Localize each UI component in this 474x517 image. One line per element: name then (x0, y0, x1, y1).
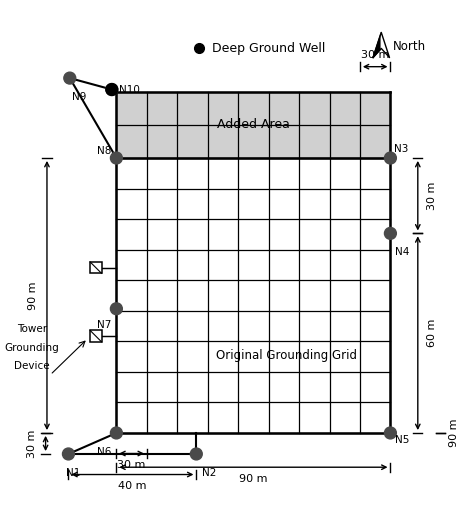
Text: N4: N4 (395, 247, 410, 257)
Text: 40 m: 40 m (118, 481, 146, 491)
Text: N8: N8 (98, 146, 112, 156)
Bar (90, 330, 101, 342)
Text: 90 m: 90 m (449, 419, 459, 447)
Text: 60 m: 60 m (427, 319, 437, 347)
Text: 30 m: 30 m (361, 50, 389, 60)
Text: Added Area: Added Area (217, 118, 290, 131)
Text: 30 m: 30 m (427, 181, 437, 210)
Circle shape (110, 303, 122, 315)
Circle shape (384, 152, 396, 164)
Text: Tower: Tower (17, 324, 47, 334)
Text: N1: N1 (66, 468, 81, 478)
Text: N9: N9 (72, 92, 86, 102)
Text: Device: Device (14, 361, 50, 371)
Text: 90 m: 90 m (28, 281, 38, 310)
Circle shape (384, 227, 396, 239)
Circle shape (64, 72, 76, 84)
Text: N3: N3 (394, 144, 409, 155)
Text: North: North (392, 40, 426, 53)
Text: N10: N10 (118, 84, 139, 95)
Text: Deep Ground Well: Deep Ground Well (212, 42, 326, 55)
Circle shape (63, 448, 74, 460)
Circle shape (110, 152, 122, 164)
Text: 30 m: 30 m (27, 429, 37, 458)
Circle shape (106, 84, 118, 96)
Circle shape (191, 448, 202, 460)
Text: 30 m: 30 m (118, 460, 146, 470)
Bar (117, 158, 391, 433)
Polygon shape (381, 33, 390, 57)
Circle shape (384, 427, 396, 439)
Text: N7: N7 (98, 320, 112, 330)
Circle shape (106, 84, 118, 96)
Text: N5: N5 (395, 435, 410, 445)
Text: 90 m: 90 m (239, 474, 268, 483)
Bar (117, 92, 391, 158)
Text: Original Grounding Grid: Original Grounding Grid (216, 349, 357, 362)
Circle shape (110, 427, 122, 439)
Polygon shape (373, 33, 381, 57)
Text: N6: N6 (98, 447, 112, 457)
Bar (90, 262, 101, 273)
Text: Grounding: Grounding (5, 343, 59, 353)
Text: N2: N2 (202, 468, 216, 478)
